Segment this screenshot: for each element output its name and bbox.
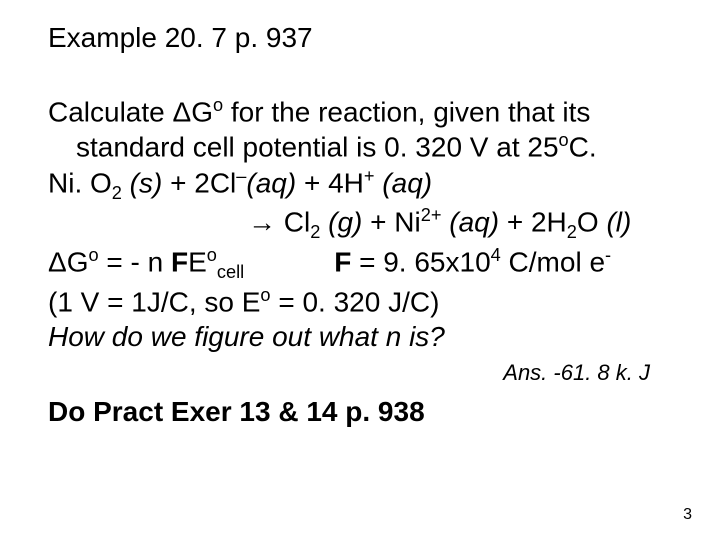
sup-4: 4 [491,245,501,265]
sup-o: o [207,245,217,265]
sup-o: o [559,130,569,150]
state: (aq) [375,167,433,198]
page-number: 3 [683,506,692,524]
line-4: → Cl2 (g) + Ni2+ (aq) + 2H2O (l) [48,204,680,244]
line-2: standard cell potential is 0. 320 V at 2… [48,129,680,164]
line-1: Calculate ΔGo for the reaction, given th… [48,94,680,129]
t: Ni. O [48,167,112,198]
t: + 2Cl [162,167,236,198]
state: (aq) [441,207,499,238]
t: O [577,207,607,238]
arrow-icon: → [248,207,276,238]
state: (g) [320,207,362,238]
t: = 0. 320 J/C) [271,286,440,317]
sup-plus: + [364,166,375,186]
practice-text: Do Pract Exer 13 & 14 p. 938 [48,396,680,428]
answer-text: Ans. -61. 8 k. J [48,360,680,386]
sub-2: 2 [112,183,122,203]
line-3: Ni. O2 (s) + 2Cl–(aq) + 4H+ (aq) [48,165,680,205]
t: C. [569,132,597,163]
sup-neg: - [605,245,611,265]
line-5: ΔGo = - n FEocellF = 9. 65x104 C/mol e- [48,244,680,284]
sub-2: 2 [567,222,577,242]
t: (1 V = 1J/C, so E [48,286,260,317]
slide: { "title": "Example 20. 7 p. 937", "line… [0,0,720,540]
t: ΔG [48,246,88,277]
t: E [188,246,207,277]
t: = 9. 65x10 [351,246,490,277]
sup-o: o [88,245,98,265]
line-7: How do we figure out what n is? [48,319,680,354]
state: (s) [122,167,162,198]
line-6: (1 V = 1J/C, so Eo = 0. 320 J/C) [48,284,680,319]
sup-o: o [260,285,270,305]
state: (l) [606,207,631,238]
sub-2: 2 [310,222,320,242]
sup-o: o [213,95,223,115]
sup-minus: – [236,166,246,186]
t: F [334,246,351,277]
sub-cell: cell [217,262,244,282]
state: (aq) [246,167,296,198]
t: Cl [276,207,310,238]
t: standard cell potential is 0. 320 V at 2… [76,132,559,163]
t: + Ni [362,207,420,238]
t: + 2H [499,207,567,238]
t: F [171,246,188,277]
t: for the reaction, given that its [223,96,590,127]
t: Calculate ΔG [48,96,213,127]
t: = - n [99,246,171,277]
t: C/mol e [501,246,605,277]
sup-2plus: 2+ [421,205,442,225]
example-title: Example 20. 7 p. 937 [48,22,680,54]
t: + 4H [296,167,364,198]
body-text: Calculate ΔGo for the reaction, given th… [48,94,680,354]
